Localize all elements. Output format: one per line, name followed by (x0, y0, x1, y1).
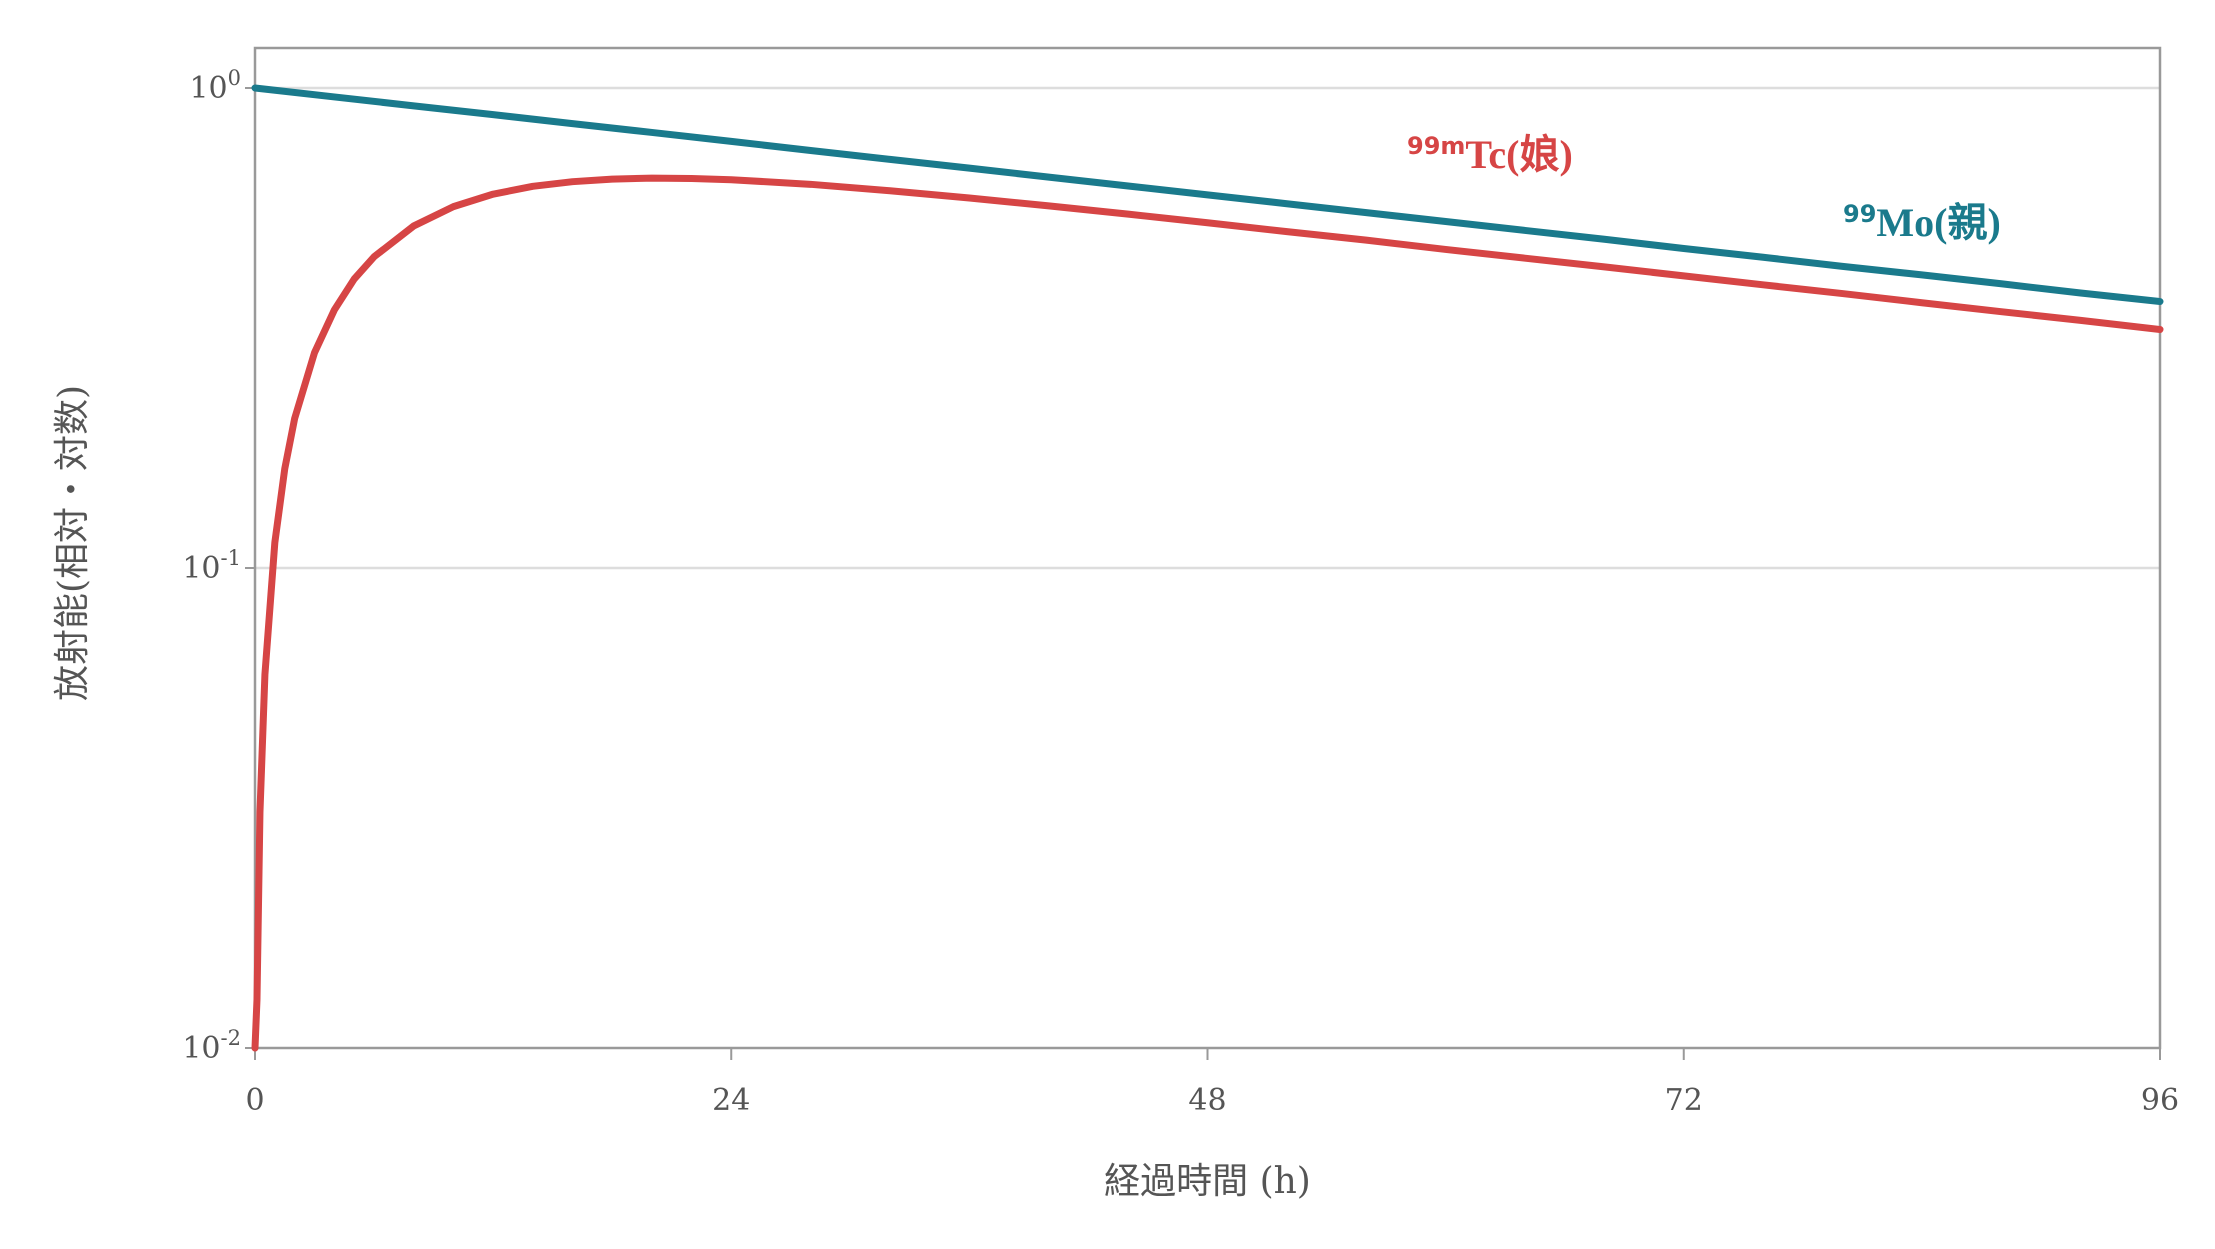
y-tick-label: 10-2 (182, 1026, 241, 1066)
y-axis-title: 放射能(相対・対数) (52, 385, 93, 701)
y-tick-label: 100 (189, 66, 241, 106)
x-tick-label: 96 (2141, 1083, 2179, 1118)
x-tick-label: 24 (712, 1083, 750, 1118)
axis-ticks: 100 10-1 10-20 24 48 72 96 (182, 66, 2179, 1118)
series-labels: 99Mo(親) 99mTc(娘) (1407, 132, 2001, 245)
series-line-tc99m (251, 174, 2164, 1052)
x-axis-title: 経過時間 (h) (1104, 1161, 1311, 1202)
x-tick-label: 48 (1188, 1083, 1226, 1118)
series-lines (251, 84, 2164, 1052)
y-tick-label: 10-1 (182, 546, 241, 586)
series-label-tc99m: 99mTc(娘) (1407, 132, 1573, 177)
gridlines (255, 86, 2160, 570)
x-tick-label: 72 (1665, 1083, 1703, 1118)
x-tick-label: 0 (245, 1083, 264, 1118)
series-line-mo99 (251, 84, 2164, 306)
series-label-mo99: 99Mo(親) (1843, 200, 2001, 245)
